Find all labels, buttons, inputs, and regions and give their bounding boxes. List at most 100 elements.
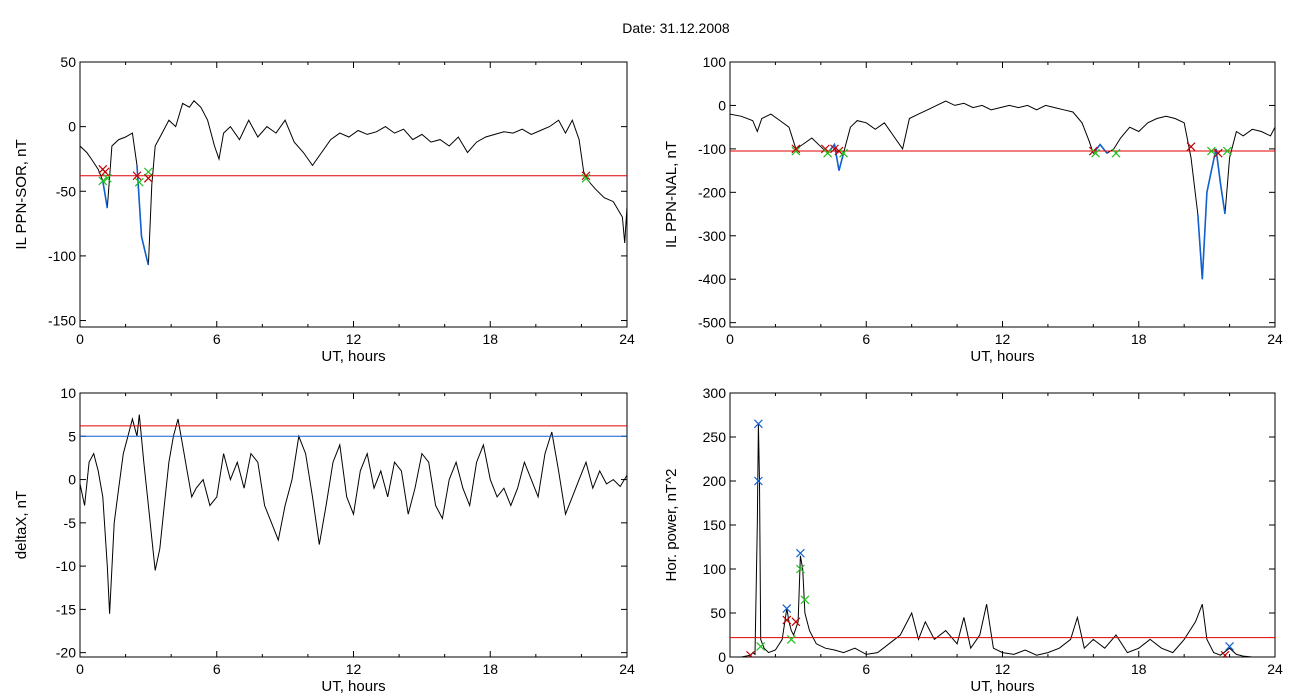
- x-tick-label: 12: [346, 331, 362, 347]
- x-tick-label: 0: [76, 331, 84, 347]
- y-tick-label: 0: [718, 649, 726, 665]
- marker-red: [1213, 148, 1223, 158]
- substorm-segment: [136, 165, 150, 266]
- marker-green: [134, 177, 144, 187]
- marker-red: [782, 615, 792, 625]
- x-tick-label: 24: [619, 331, 635, 347]
- marker-red: [746, 650, 755, 657]
- series-line: [80, 100, 627, 266]
- marker-green: [98, 176, 108, 186]
- y-tick-label: 10: [60, 385, 76, 401]
- x-tick-label: 24: [1267, 331, 1283, 347]
- y-tick-label: 150: [703, 517, 727, 533]
- panel-il-ppn-sor: 0 6 12 18 24 -150 -100 -50 0 50 UT, hours IL PPN-SO…: [13, 54, 635, 365]
- marker-red: [791, 617, 801, 627]
- x-tick-label: 12: [346, 661, 362, 677]
- x-tick-label: 24: [1267, 661, 1283, 677]
- marker-green: [756, 642, 766, 651]
- substorm-segment: [1092, 143, 1108, 154]
- marker-green: [143, 167, 153, 177]
- y-tick-label: 100: [703, 561, 727, 577]
- marker-green: [786, 634, 796, 644]
- panel-il-ppn-nal: 0 6 12 18 24 -500 -400 -300 -200 -100 0 100 UT, hour…: [663, 54, 1283, 365]
- series-line: [730, 100, 1275, 280]
- series-line: [730, 423, 1275, 657]
- marker-green: [823, 148, 833, 158]
- y-tick-label: -300: [698, 228, 726, 244]
- marker-green: [1222, 146, 1232, 156]
- x-tick-label: 12: [995, 331, 1011, 347]
- marker-green: [839, 148, 848, 158]
- y-tick-label: -100: [48, 248, 76, 264]
- y-tick-label: -100: [698, 141, 726, 157]
- x-tick-label: 24: [619, 661, 635, 677]
- y-axis-label: Hor. power, nT^2: [663, 469, 680, 582]
- y-tick-label: -20: [56, 645, 76, 661]
- substorm-segment: [826, 142, 845, 171]
- marker-red: [132, 171, 142, 181]
- x-tick-label: 6: [862, 331, 870, 347]
- marker-green: [791, 146, 801, 156]
- marker-blue: [753, 419, 763, 429]
- y-tick-label: 0: [68, 119, 76, 135]
- panel-hor-power: 0 6 12 18 24 0 50 100 150 200 250 300 UT, hours Hor. …: [663, 385, 1283, 695]
- y-tick-label: 250: [703, 429, 727, 445]
- marker-green: [1111, 148, 1121, 158]
- x-tick-label: 12: [995, 661, 1011, 677]
- marker-green: [1091, 148, 1101, 158]
- plot-area: [80, 414, 627, 614]
- marker-red: [1220, 650, 1230, 657]
- y-tick-label: 200: [703, 473, 727, 489]
- y-axis-label: IL PPN-SOR, nT: [13, 139, 30, 249]
- x-axis-label: UT, hours: [321, 348, 385, 365]
- marker-red: [1186, 142, 1196, 152]
- marker-red: [143, 173, 153, 183]
- x-tick-label: 18: [482, 331, 498, 347]
- x-tick-label: 6: [862, 661, 870, 677]
- figure-title: Date: 31.12.2008: [622, 20, 730, 36]
- y-tick-label: -10: [56, 558, 76, 574]
- x-tick-label: 18: [1131, 661, 1147, 677]
- x-tick-label: 0: [76, 661, 84, 677]
- y-tick-label: -5: [64, 515, 77, 531]
- series-line: [80, 414, 627, 614]
- marker-blue: [795, 548, 805, 558]
- y-tick-label: 50: [60, 54, 76, 70]
- y-axis-label: IL PPN-NAL, nT: [663, 141, 680, 248]
- marker-blue: [753, 476, 763, 486]
- marker-red: [581, 171, 591, 181]
- marker-green: [102, 173, 112, 183]
- plot-area: [730, 419, 1275, 657]
- plot-frame: [79, 61, 628, 328]
- x-tick-label: 0: [726, 661, 734, 677]
- marker-green: [1206, 146, 1216, 156]
- y-tick-label: -15: [56, 601, 76, 617]
- x-tick-label: 6: [213, 661, 221, 677]
- y-tick-label: -150: [48, 313, 76, 329]
- marker-blue: [1225, 642, 1235, 651]
- y-tick-label: -50: [56, 183, 76, 199]
- y-tick-label: -400: [698, 271, 726, 287]
- marker-red: [830, 144, 839, 154]
- marker-red: [834, 146, 844, 156]
- y-axis-label: deltaX, nT: [13, 491, 30, 559]
- y-tick-label: 0: [68, 472, 76, 488]
- marker-green: [800, 595, 810, 605]
- y-tick-label: 5: [68, 428, 76, 444]
- x-tick-label: 18: [1131, 331, 1147, 347]
- plot-frame: [729, 392, 1276, 658]
- substorm-segment: [1197, 148, 1226, 280]
- x-axis-label: UT, hours: [321, 678, 385, 695]
- plot-area: [80, 100, 627, 266]
- marker-red: [100, 167, 110, 177]
- marker-blue: [782, 604, 792, 614]
- plot-frame: [729, 61, 1276, 328]
- x-axis-label: UT, hours: [970, 348, 1034, 365]
- marker-red: [820, 144, 830, 154]
- y-tick-label: 100: [703, 54, 727, 70]
- x-tick-label: 6: [213, 331, 221, 347]
- y-tick-label: -200: [698, 184, 726, 200]
- y-tick-label: -500: [698, 315, 726, 331]
- plot-area: [730, 100, 1275, 280]
